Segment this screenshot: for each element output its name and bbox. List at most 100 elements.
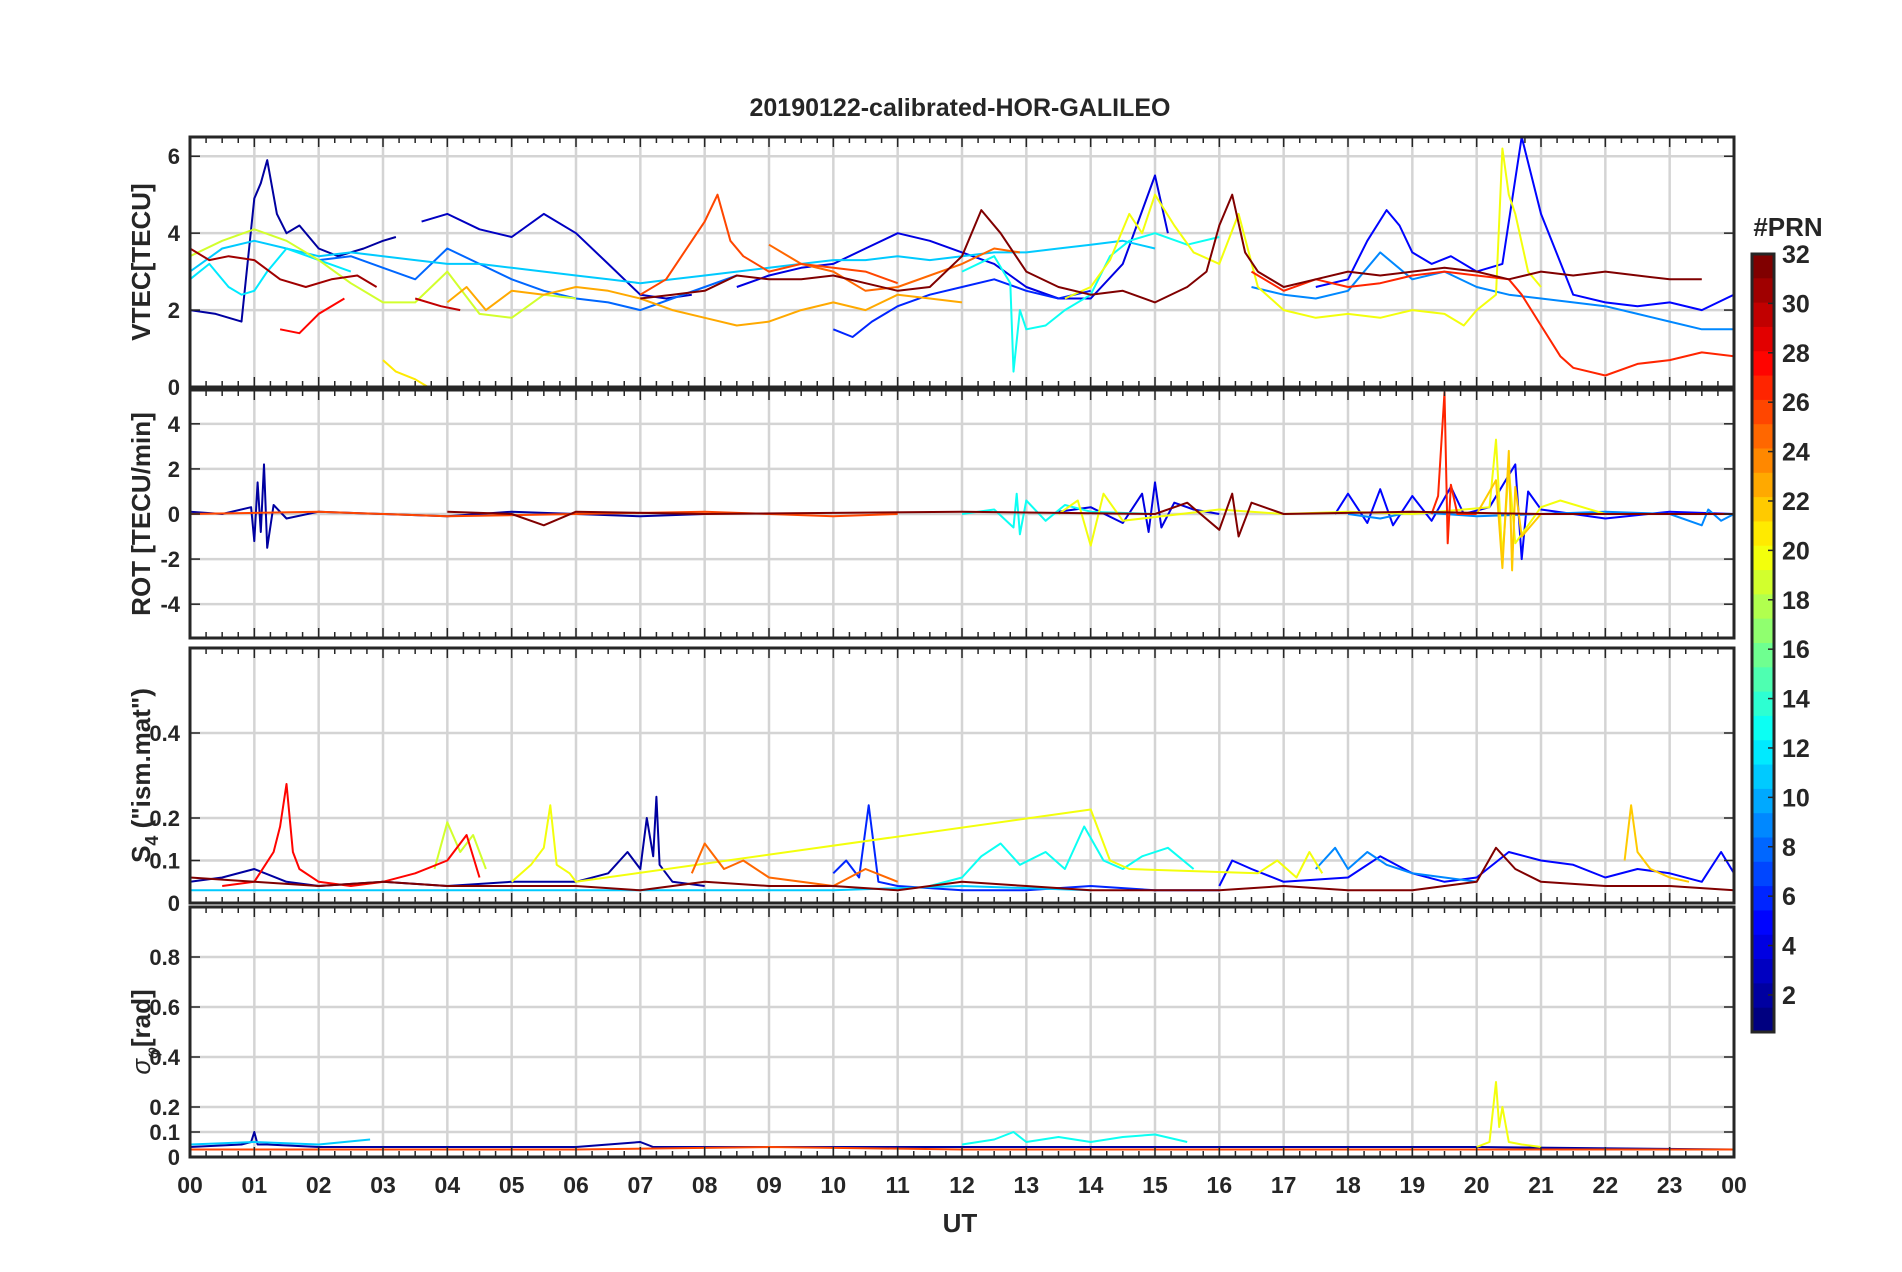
colorbar-segment <box>1752 910 1774 936</box>
y-axis-label-main: S <box>126 846 156 863</box>
series-line-prn-19 <box>190 228 577 319</box>
series-line-prn-25 <box>690 842 899 887</box>
series-line-prn-32 <box>447 492 1734 538</box>
colorbar-segment <box>1752 254 1774 279</box>
x-tick-label: 14 <box>1078 1172 1104 1198</box>
axes-box <box>188 905 1736 1159</box>
series-line-prn-2 <box>190 463 705 549</box>
x-tick-label: 21 <box>1528 1172 1554 1198</box>
series-group <box>190 391 1734 572</box>
series-line-prn-6 <box>832 278 1091 338</box>
y-tick-label: 0 <box>168 375 180 400</box>
colorbar-tick-label: 6 <box>1782 883 1796 911</box>
colorbar-segment <box>1752 424 1774 450</box>
y-axis-label-sub: φ <box>142 1047 162 1059</box>
colorbar-segment <box>1752 570 1774 595</box>
x-tick-label: 20 <box>1464 1172 1490 1198</box>
x-tick-label: 05 <box>499 1172 525 1198</box>
y-tick-label: 0.8 <box>149 945 180 970</box>
x-axis: 00 01 02 03 04 05 06 07 08 09 10 11 12 13 14 15 16 17 18 19… <box>177 1172 1747 1198</box>
colorbar-segment <box>1752 618 1774 644</box>
y-tick-label: 4 <box>168 221 181 246</box>
panel-s4: 00.10.20.4S4 ("ism.mat") <box>126 646 1736 916</box>
series-line-prn-12 <box>190 247 352 296</box>
y-tick-label: -2 <box>160 547 180 572</box>
colorbar-tick-label: 32 <box>1782 241 1810 269</box>
colorbar-segment <box>1752 691 1774 717</box>
colorbar-segment <box>1752 399 1774 425</box>
colorbar-segment <box>1752 521 1774 547</box>
colorbar-tick-label: 22 <box>1782 488 1810 516</box>
colorbar-segment <box>1752 983 1774 1009</box>
x-tick-label: 00 <box>1721 1172 1747 1198</box>
colorbar-frame <box>1750 252 1776 1034</box>
series-line-prn-21 <box>382 359 429 387</box>
series-line-prn-32 <box>190 846 1734 892</box>
y-axis-label: VTEC[TECU] <box>126 183 156 340</box>
x-tick-label: 18 <box>1335 1172 1361 1198</box>
colorbar-segment <box>1752 886 1774 912</box>
colorbar-segment <box>1752 813 1774 839</box>
x-tick-label: 09 <box>756 1172 782 1198</box>
y-tick-label: 6 <box>168 144 180 169</box>
colorbar-segment <box>1752 861 1774 887</box>
series-line-prn-4 <box>1058 481 1220 533</box>
series-line-prn-5 <box>1315 137 1734 312</box>
colorbar-segment <box>1752 278 1774 304</box>
series-line-prn-27 <box>1430 391 1477 545</box>
series-line-prn-32 <box>640 193 1702 304</box>
colorbar-segment <box>1752 1007 1774 1033</box>
x-tick-label: 17 <box>1271 1172 1297 1198</box>
x-tick-label: 06 <box>563 1172 589 1198</box>
colorbar-tick-label: 26 <box>1782 389 1810 417</box>
colorbar-tick-label: 12 <box>1782 735 1810 763</box>
colorbar-segment <box>1752 594 1774 620</box>
series-line-prn-19 <box>433 821 487 870</box>
colorbar-segment <box>1752 715 1774 741</box>
colorbar-segment <box>1752 351 1774 377</box>
x-tick-label: 01 <box>242 1172 268 1198</box>
y-tick-label: 4 <box>168 412 181 437</box>
colorbar-segment <box>1752 740 1774 766</box>
y-tick-label: 0 <box>168 502 180 527</box>
colorbar-tick-label: 10 <box>1782 784 1810 812</box>
series-line-prn-20 <box>1057 438 1606 561</box>
x-tick-label: 15 <box>1142 1172 1168 1198</box>
x-tick-label: 22 <box>1593 1172 1619 1198</box>
y-axis-label-rest: ("ism.mat") <box>126 688 156 835</box>
y-tick-label: 0.4 <box>149 721 180 746</box>
axes-box <box>188 646 1736 905</box>
series-line-prn-26 <box>190 510 898 518</box>
series-line-prn-8 <box>318 247 738 312</box>
series-line-prn-23 <box>446 286 963 327</box>
colorbar-tick-label: 2 <box>1782 982 1796 1010</box>
x-tick-label: 19 <box>1400 1172 1426 1198</box>
series-line-prn-6 <box>832 804 1220 892</box>
colorbar-segment <box>1752 934 1774 960</box>
x-tick-label: 03 <box>370 1172 396 1198</box>
x-tick-label: 02 <box>306 1172 332 1198</box>
series-line-prn-2 <box>190 795 705 887</box>
x-tick-label: 11 <box>886 1172 911 1198</box>
colorbar-segment <box>1752 326 1774 352</box>
colorbar-segment <box>1752 764 1774 790</box>
series-line-prn-28 <box>222 783 481 887</box>
colorbar-segment <box>1752 788 1774 814</box>
colorbar-segment <box>1752 643 1774 668</box>
colorbar-segment <box>1752 302 1774 328</box>
y-axis-label: ROT [TECU/min] <box>126 412 156 616</box>
colorbar-label: #PRN <box>1753 212 1822 242</box>
axes-box <box>188 388 1736 640</box>
colorbar-segment <box>1752 959 1774 984</box>
colorbar-tick-label: 16 <box>1782 636 1810 664</box>
y-tick-label: -4 <box>160 592 180 617</box>
series-line-prn-31 <box>190 247 378 288</box>
series-line-prn-13 <box>961 492 1156 536</box>
y-tick-label: 0.4 <box>149 1045 180 1070</box>
series-line-prn-28 <box>279 297 345 335</box>
x-tick-label: 23 <box>1657 1172 1683 1198</box>
